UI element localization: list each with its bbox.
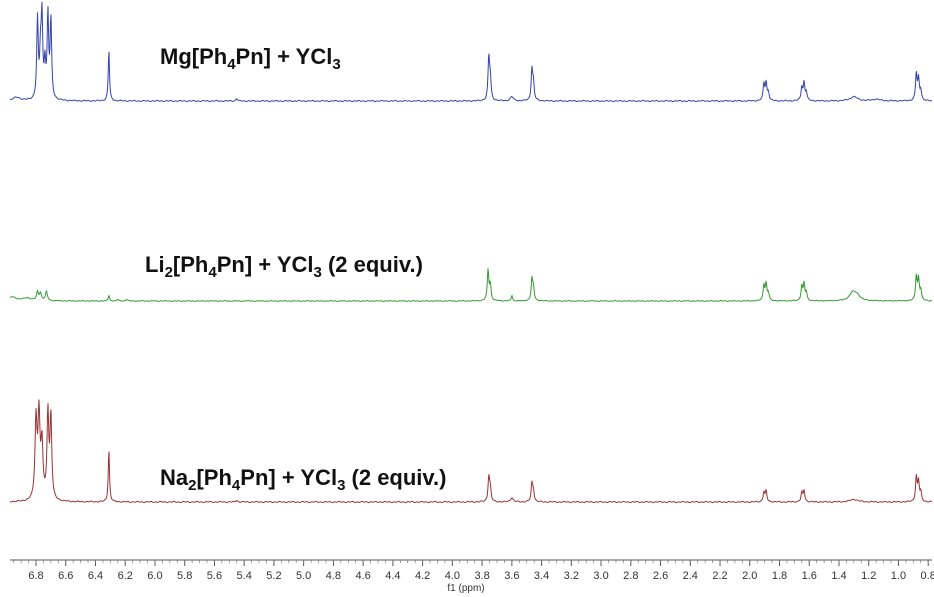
x-axis-ticks: 6.8 6.6 6.4 6.2 6.0 5.8 5.6 5.4 5.2 5.0 4.8 4.6 4.4 4… (13, 560, 934, 582)
spectra-group (9, 1, 933, 504)
x-tick-label: 4.4 (385, 570, 400, 582)
x-tick-label: 3.2 (564, 570, 579, 582)
x-tick-label: 1.0 (891, 570, 906, 582)
x-tick-label: 3.6 (504, 570, 519, 582)
x-tick-label: 5.6 (207, 570, 222, 582)
x-axis-title: f1 (ppm) (447, 583, 484, 594)
x-tick-label: 3.0 (593, 570, 608, 582)
x-tick-label: 5.0 (296, 570, 311, 582)
spectrum-label-2: Li2[Ph4Pn] + YCl3 (2 equiv.) (145, 252, 423, 281)
spectrum-label-3: Na2[Ph4Pn] + YCl3 (2 equiv.) (160, 465, 446, 494)
spectrum-trace-1 (9, 1, 933, 103)
x-tick-label: 1.4 (831, 570, 846, 582)
x-tick-label: 5.8 (177, 570, 192, 582)
x-tick-label: 2.4 (683, 570, 698, 582)
spectrum-trace-2 (9, 268, 933, 302)
x-tick-label: 6.2 (118, 570, 133, 582)
x-axis: 6.8 6.6 6.4 6.2 6.0 5.8 5.6 5.4 5.2 5.0 4.8 4.6 4.4 4… (10, 559, 934, 594)
x-tick-label: 1.2 (861, 570, 876, 582)
x-tick-label: 4.2 (415, 570, 430, 582)
x-tick-label: 2.0 (742, 570, 757, 582)
x-tick-label: 2.8 (623, 570, 638, 582)
x-tick-label: 6.0 (147, 570, 162, 582)
x-tick-label: 3.8 (474, 570, 489, 582)
x-tick-label: 3.4 (534, 570, 549, 582)
spectrum-labels: Mg[Ph4Pn] + YCl3 Li2[Ph4Pn] + YCl3 (2 equ… (145, 44, 446, 494)
x-tick-label: 0.8 (921, 570, 934, 582)
x-tick-label: 1.8 (772, 570, 787, 582)
x-tick-label: 2.6 (653, 570, 668, 582)
x-tick-label: 2.2 (712, 570, 727, 582)
x-tick-label: 4.8 (326, 570, 341, 582)
x-tick-label: 4.0 (445, 570, 460, 582)
x-tick-label: 5.2 (266, 570, 281, 582)
x-tick-label: 6.8 (28, 570, 43, 582)
spectrum-label-1: Mg[Ph4Pn] + YCl3 (160, 44, 341, 73)
x-tick-label: 6.6 (58, 570, 73, 582)
x-tick-label: 5.4 (237, 570, 252, 582)
spectrum-trace-3 (9, 399, 933, 504)
x-tick-label: 1.6 (802, 570, 817, 582)
x-tick-label: 4.6 (355, 570, 370, 582)
x-tick-label: 6.4 (88, 570, 103, 582)
